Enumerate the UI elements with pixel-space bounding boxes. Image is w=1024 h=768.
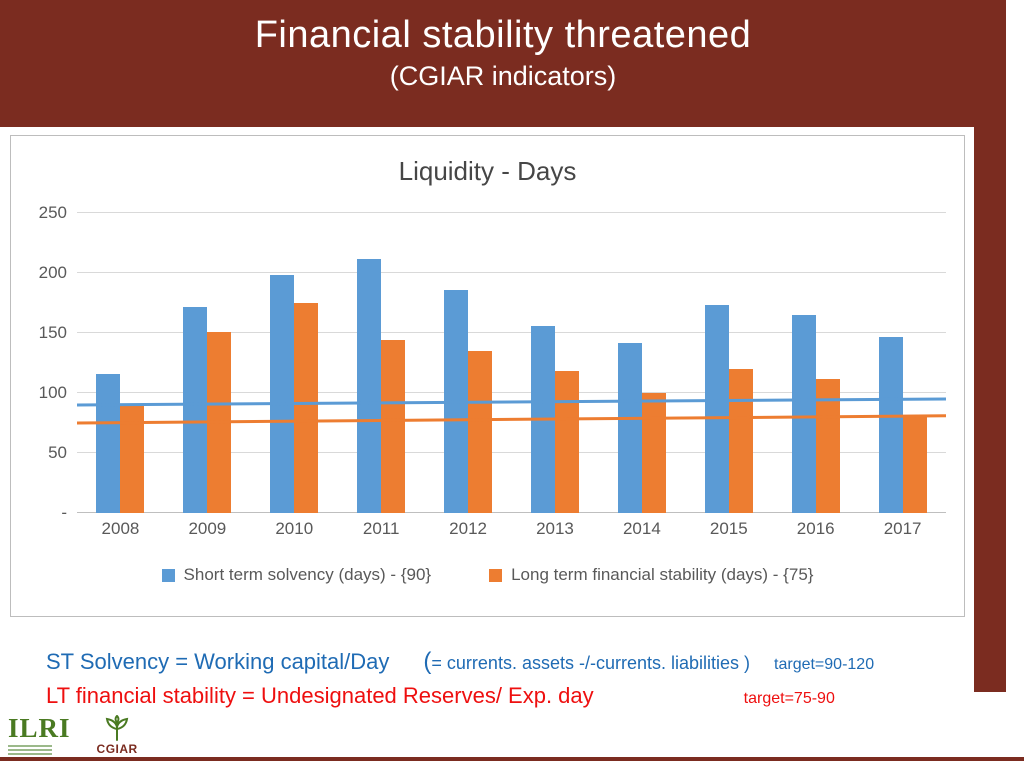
x-tick-2012: 2012	[449, 519, 487, 538]
bar-short-term-2017	[878, 336, 903, 513]
slide-subtitle: (CGIAR indicators)	[389, 61, 617, 91]
legend-item-long-term: Long term financial stability (days) - {…	[489, 565, 813, 585]
x-tick-2017: 2017	[883, 519, 922, 538]
plot-area	[77, 212, 946, 513]
gridline-50	[77, 452, 946, 453]
x-axis: 2008 2009 2010 2011 2012 2013 2014 2015 2016 2017	[77, 513, 946, 545]
note-lt-target: target=75-90	[743, 690, 835, 707]
bar-long-term-2010	[294, 303, 319, 513]
y-axis: - 50 100 150 200 250	[25, 204, 77, 522]
bar-short-term-2014	[617, 342, 642, 513]
legend-item-short-term: Short term solvency (days) - {90}	[161, 565, 432, 585]
right-accent-bar	[974, 0, 1006, 692]
x-tick-2013: 2013	[536, 519, 574, 538]
plot-column: 2008 2009 2010 2011 2012 2013 2014 2015 2016 2017	[77, 212, 946, 545]
bar-group-2015	[685, 213, 772, 513]
y-tick-100: 100	[38, 383, 67, 402]
note-st-solvency: ST Solvency = Working capital/Day (= curr…	[46, 646, 956, 680]
bar-group-2017	[859, 213, 946, 513]
legend-swatch-long-term	[489, 568, 503, 582]
bars-layer	[77, 213, 946, 513]
bar-long-term-2008	[120, 406, 145, 513]
note-st-main: ST Solvency = Working capital/Day	[46, 649, 390, 674]
slide-header: Financial stability threatened (CGIAR in…	[0, 0, 1006, 127]
x-tick-2015: 2015	[709, 519, 748, 538]
bar-group-2016	[772, 213, 859, 513]
bar-long-term-2016	[815, 378, 840, 513]
gridline-0	[77, 512, 946, 513]
legend-label-long-term: Long term financial stability (days) - {…	[511, 565, 814, 584]
x-tick-2010: 2010	[275, 519, 314, 538]
cgiar-plant-icon	[105, 715, 129, 741]
x-tick-2008: 2008	[101, 519, 140, 538]
bar-short-term-2012	[444, 289, 469, 513]
cgiar-logo: CGIAR	[97, 715, 138, 755]
gridline-100	[77, 392, 946, 393]
bar-short-term-2010	[270, 275, 295, 513]
gridline-250	[77, 212, 946, 213]
y-tick-0: -	[61, 503, 67, 522]
note-lt-main: LT financial stability = Undesignated Re…	[46, 683, 594, 708]
bar-long-term-2017	[902, 415, 927, 513]
note-st-detail: = currents. assets -/-currents. liabilit…	[431, 653, 751, 673]
y-tick-200: 200	[38, 263, 67, 282]
bar-short-term-2013	[530, 325, 555, 513]
ilri-logo: ILRI	[8, 715, 71, 755]
chart-panel: Liquidity - Days -50 100 150 200 250 2008 200…	[10, 135, 965, 617]
note-lt-stability: LT financial stability = Undesignated Re…	[46, 680, 956, 714]
bar-short-term-2011	[357, 258, 382, 513]
x-tick-2014: 2014	[622, 519, 661, 538]
chart-legend: Short term solvency (days) - {90} Long t…	[11, 565, 964, 585]
ilri-logo-tagline	[8, 745, 71, 755]
bar-long-term-2012	[468, 351, 493, 513]
y-tick-50: 50	[48, 443, 67, 462]
legend-label-short-term: Short term solvency (days) - {90}	[183, 565, 432, 584]
ilri-logo-text: ILRI	[8, 713, 71, 743]
bar-short-term-2009	[183, 306, 208, 513]
bar-group-2010	[251, 213, 338, 513]
bar-group-2008	[77, 213, 164, 513]
slide-title: Financial stability threatened	[254, 14, 752, 56]
notes: ST Solvency = Working capital/Day (= curr…	[46, 646, 956, 714]
bar-long-term-2011	[381, 340, 406, 513]
bar-group-2009	[164, 213, 251, 513]
y-tick-150: 150	[38, 323, 67, 342]
x-tick-2009: 2009	[188, 519, 227, 538]
logos: ILRI CGIAR	[8, 715, 138, 755]
note-st-paren: (	[423, 648, 432, 675]
x-tick-2016: 2016	[796, 519, 835, 538]
bar-group-2013	[512, 213, 599, 513]
bar-short-term-2015	[704, 305, 729, 513]
cgiar-logo-text: CGIAR	[96, 742, 138, 756]
bar-group-2011	[338, 213, 425, 513]
gridline-200	[77, 272, 946, 273]
bar-long-term-2014	[641, 393, 666, 513]
bar-group-2012	[425, 213, 512, 513]
x-tick-2011: 2011	[362, 519, 400, 538]
bar-long-term-2009	[207, 331, 232, 513]
gridline-150	[77, 332, 946, 333]
bar-group-2014	[598, 213, 685, 513]
chart-title: Liquidity - Days	[398, 156, 577, 186]
y-tick-250: 250	[38, 203, 67, 222]
legend-swatch-short-term	[161, 568, 175, 582]
bar-long-term-2013	[554, 371, 579, 513]
chart-body: - 50 100 150 200 250 2008 2009 2010 2011 2012 2013…	[25, 204, 946, 545]
bottom-accent-rule	[0, 757, 1024, 761]
bar-long-term-2015	[728, 369, 753, 513]
bar-short-term-2016	[791, 315, 816, 513]
bar-short-term-2008	[96, 373, 121, 513]
note-st-target: target=90-120	[774, 656, 875, 673]
